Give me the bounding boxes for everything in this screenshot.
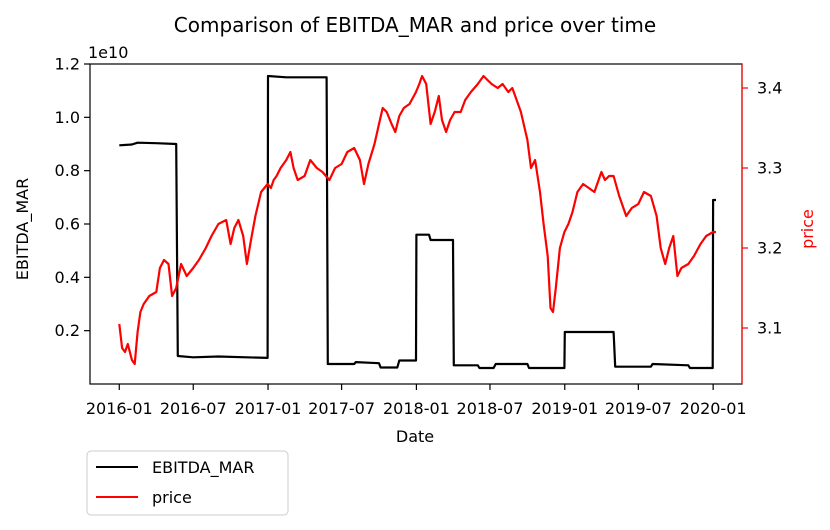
left-y-tick-label: 0.2: [55, 321, 80, 340]
left-y-axis: 0.2 0.4 0.6 0.8 1.0 1.2: [55, 55, 90, 340]
x-tick-label: 2017-07: [308, 399, 375, 418]
x-tick-label: 2019-01: [531, 399, 598, 418]
x-tick-label: 2018-07: [457, 399, 524, 418]
left-y-tick-label: 1.0: [55, 108, 80, 127]
right-y-tick-label: 3.1: [757, 319, 782, 338]
right-y-axis-label: price: [798, 209, 817, 249]
right-y-axis: 3.1 3.2 3.3 3.4: [742, 79, 782, 338]
x-tick-label: 2017-01: [235, 399, 302, 418]
x-axis: 2016-01 2016-07 2017-01 2017-07 2018-01 2018-…: [86, 384, 747, 418]
series-layer: [118, 74, 716, 370]
right-y-tick-label: 3.3: [757, 159, 782, 178]
series-line-ebitda-mar: [119, 74, 716, 370]
left-y-tick-label: 0.8: [55, 161, 80, 180]
left-y-tick-label: 0.4: [55, 268, 80, 287]
left-y-axis-label: EBITDA_MAR: [13, 178, 33, 280]
legend-label-ebitda: EBITDA_MAR: [152, 458, 254, 478]
x-tick-label: 2020-01: [680, 399, 747, 418]
left-axis-offset-label: 1e10: [88, 43, 128, 62]
left-y-tick-label: 0.6: [55, 215, 80, 234]
legend-label-price: price: [152, 488, 192, 507]
legend: EBITDA_MAR price: [86, 450, 289, 516]
right-y-tick-label: 3.4: [757, 79, 782, 98]
series-line-price: [118, 74, 716, 366]
chart-title: Comparison of EBITDA_MAR and price over …: [174, 13, 656, 37]
left-y-tick-label: 1.2: [55, 55, 80, 74]
x-tick-label: 2019-07: [605, 399, 672, 418]
right-y-tick-label: 3.2: [757, 239, 782, 258]
x-tick-label: 2016-07: [160, 399, 227, 418]
x-tick-label: 2018-01: [383, 399, 450, 418]
x-tick-label: 2016-01: [86, 399, 153, 418]
x-axis-label: Date: [396, 427, 434, 446]
